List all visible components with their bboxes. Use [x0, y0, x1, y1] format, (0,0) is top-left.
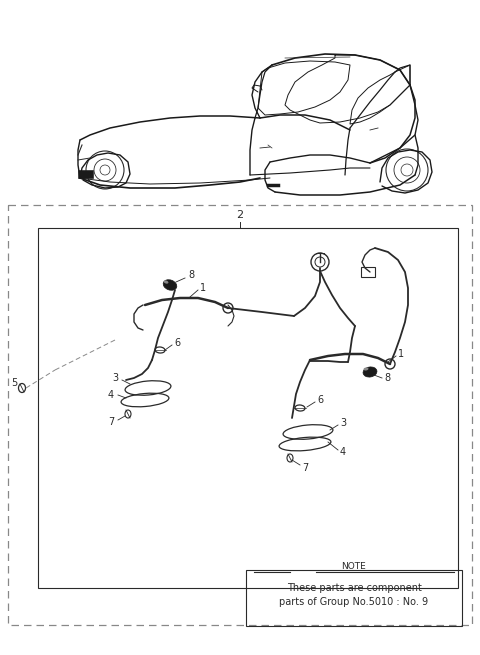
- Ellipse shape: [164, 280, 168, 284]
- Text: 4: 4: [108, 390, 114, 400]
- Text: NOTE: NOTE: [342, 562, 366, 571]
- Text: 3: 3: [340, 418, 346, 428]
- Ellipse shape: [363, 367, 369, 371]
- Text: parts of Group No.5010 : No. 9: parts of Group No.5010 : No. 9: [279, 597, 429, 607]
- Text: 1: 1: [398, 349, 404, 359]
- Text: 1: 1: [200, 283, 206, 293]
- Text: 2: 2: [237, 210, 243, 220]
- FancyBboxPatch shape: [78, 170, 93, 178]
- Text: 8: 8: [384, 373, 390, 383]
- Text: 6: 6: [174, 338, 180, 348]
- Text: 7: 7: [302, 463, 308, 473]
- Text: 6: 6: [317, 395, 323, 405]
- Text: 4: 4: [340, 447, 346, 457]
- Text: 7: 7: [108, 417, 114, 427]
- Ellipse shape: [363, 367, 377, 377]
- Text: 3: 3: [112, 373, 118, 383]
- Text: 8: 8: [188, 270, 194, 280]
- Text: 5: 5: [11, 378, 17, 388]
- Ellipse shape: [163, 280, 177, 290]
- Text: These parts are component: These parts are component: [287, 583, 421, 593]
